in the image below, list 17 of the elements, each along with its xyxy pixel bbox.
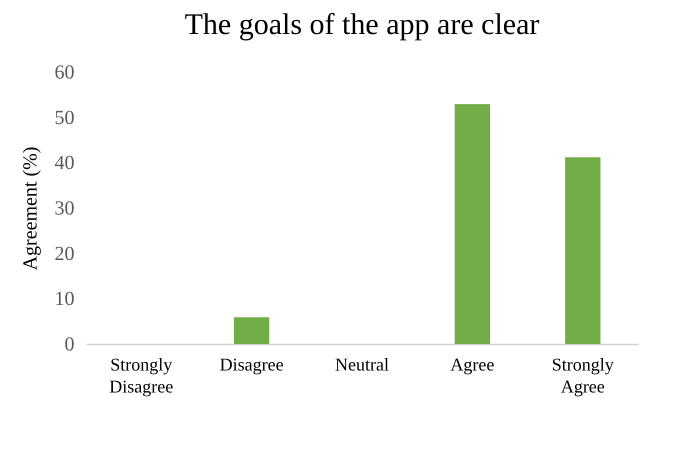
- bar: [454, 104, 490, 344]
- x-tick-label: Agree: [450, 354, 494, 374]
- y-tick-label: 10: [54, 288, 74, 310]
- y-tick-label: 0: [64, 334, 74, 356]
- chart-title: The goals of the app are clear: [184, 8, 540, 41]
- x-tick-label: Strongly Disagree: [109, 354, 174, 396]
- y-tick-label: 40: [54, 152, 74, 174]
- x-tick-label: Disagree: [220, 354, 284, 374]
- y-axis-title: Agreement (%): [20, 146, 42, 270]
- x-tick-label: Neutral: [335, 354, 389, 374]
- bar: [565, 157, 600, 344]
- y-tick-label: 20: [54, 242, 74, 265]
- y-tick-label: 50: [54, 106, 74, 129]
- y-tick-label: 30: [54, 198, 74, 220]
- x-tick-label: Strongly Agree: [552, 354, 614, 396]
- y-tick-label: 60: [54, 62, 74, 84]
- bar: [234, 317, 270, 344]
